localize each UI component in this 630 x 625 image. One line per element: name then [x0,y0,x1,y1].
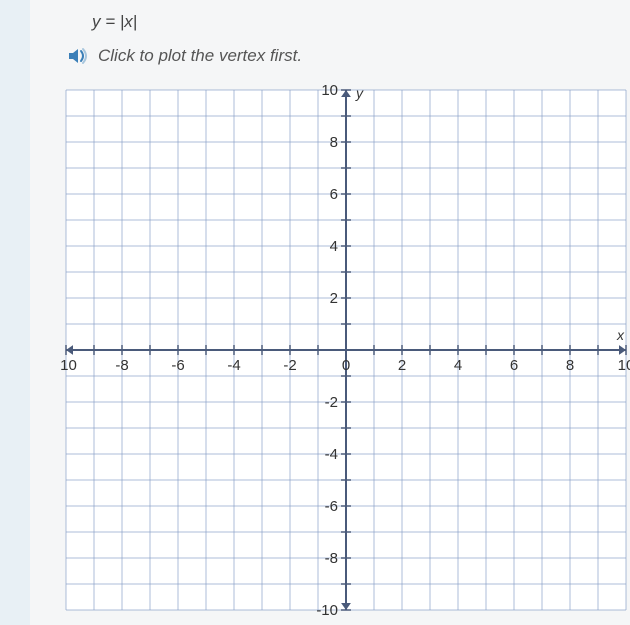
svg-text:y: y [355,85,364,101]
svg-text:6: 6 [330,186,338,203]
svg-text:-4: -4 [325,446,338,463]
coordinate-plane[interactable]: -10 -8 -6 -4 -2 0 2 4 6 8 10 2 4 6 8 10 -2 -4 -6 -8 -10 x y [60,84,630,616]
exercise-panel: y = |x| Click to plot the vertex first. … [30,0,630,625]
svg-text:-10: -10 [60,357,77,374]
instruction-row: Click to plot the vertex first. [68,46,630,66]
svg-text:2: 2 [330,290,338,307]
svg-text:-2: -2 [325,394,338,411]
sound-icon[interactable] [68,47,90,65]
svg-text:4: 4 [454,357,462,374]
svg-text:10: 10 [321,84,338,99]
instruction-text: Click to plot the vertex first. [98,46,302,66]
svg-text:-2: -2 [283,357,296,374]
svg-text:-6: -6 [325,498,338,515]
grid-svg[interactable]: -10 -8 -6 -4 -2 0 2 4 6 8 10 2 4 6 8 10 -2 -4 -6 -8 -10 x y [60,84,630,616]
svg-text:2: 2 [398,357,406,374]
svg-text:-6: -6 [171,357,184,374]
svg-text:6: 6 [510,357,518,374]
svg-text:x: x [616,327,625,343]
svg-text:-4: -4 [227,357,240,374]
svg-text:0: 0 [342,357,350,374]
svg-text:-8: -8 [115,357,128,374]
svg-text:-8: -8 [325,550,338,567]
svg-text:8: 8 [566,357,574,374]
equation-text: y = |x| [92,12,630,32]
svg-text:-10: -10 [316,602,338,616]
svg-text:10: 10 [618,357,630,374]
svg-text:8: 8 [330,134,338,151]
svg-text:4: 4 [330,238,338,255]
